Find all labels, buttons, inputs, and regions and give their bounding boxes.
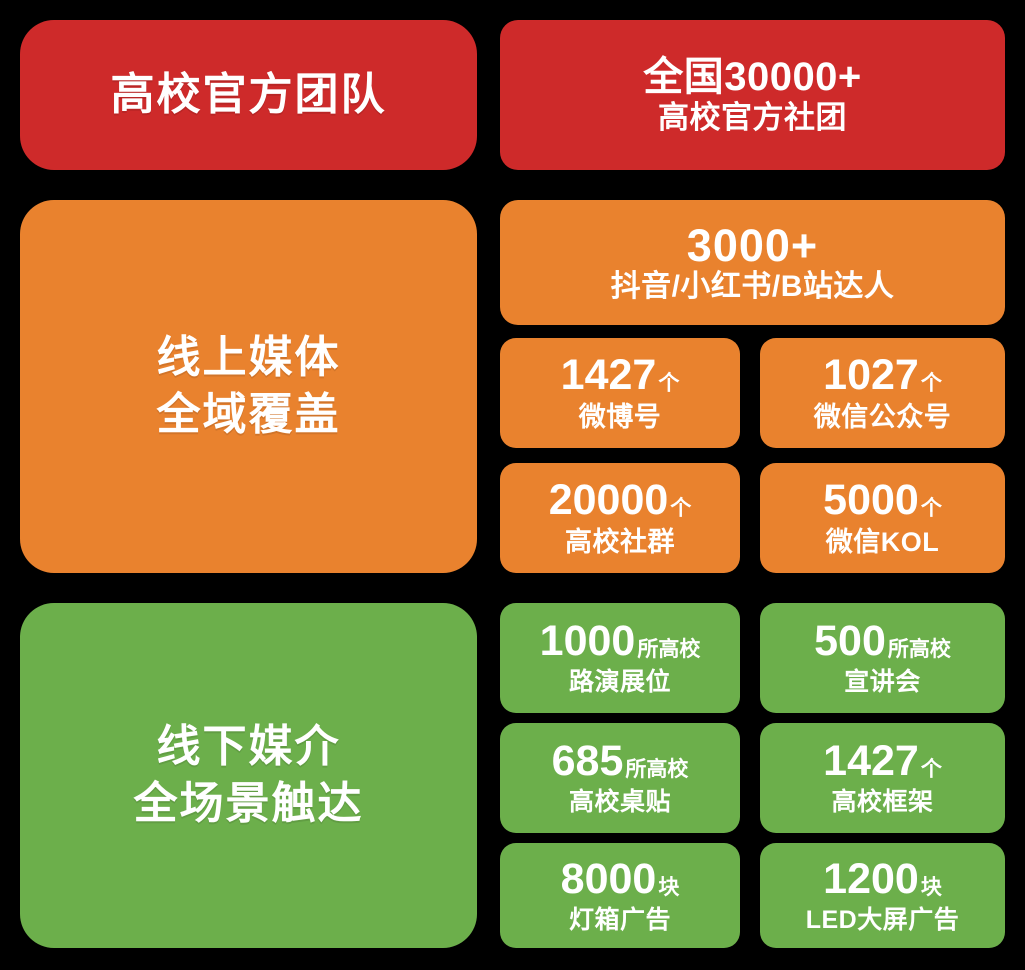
stat-label: 微信公众号 <box>813 402 952 433</box>
category-label-line2: 全场景触达 <box>133 778 364 828</box>
stat-number-row: 1027 个 <box>823 354 942 397</box>
stat-number-row: 685 所高校 <box>552 740 689 783</box>
stat-number-row: 1000 所高校 <box>540 620 701 663</box>
stat-number-row: 20000 个 <box>549 479 692 522</box>
category-label-line2: 全域覆盖 <box>156 389 341 439</box>
stat-label: 高校桌贴 <box>568 788 671 817</box>
stat-tile-campus-frames: 1427 个 高校框架 <box>760 723 1005 833</box>
stat-label: LED大屏广告 <box>805 905 960 934</box>
stat-number-row: 1200 块 <box>823 854 942 903</box>
stat-sublabel: 高校官方社团 <box>658 99 847 135</box>
stat-tile-wechat-official-accounts: 1027 个 微信公众号 <box>760 338 1005 448</box>
category-card-official-team: 高校官方团队 <box>20 20 477 170</box>
stat-label: 路演展位 <box>568 668 671 697</box>
category-label-line1: 线上媒体 <box>156 333 341 383</box>
category-label-line1: 线下媒介 <box>156 722 341 772</box>
stat-number: 20000 <box>548 476 669 525</box>
stat-unit: 所高校 <box>887 638 951 662</box>
stat-number: 685 <box>551 737 624 786</box>
stat-unit: 个 <box>670 497 692 521</box>
stat-card-official-clubs: 全国30000+ 高校官方社团 <box>500 20 1005 170</box>
stat-tile-info-sessions: 500 所高校 宣讲会 <box>760 603 1005 713</box>
stat-unit: 个 <box>920 497 942 521</box>
stat-number-row: 5000 个 <box>823 479 942 522</box>
stat-unit: 块 <box>920 875 942 899</box>
stat-tile-lightbox-ads: 8000 块 灯箱广告 <box>500 843 740 948</box>
stat-label: 高校社群 <box>565 527 675 558</box>
stat-headline: 3000+ <box>686 220 819 272</box>
stat-unit: 个 <box>658 372 680 396</box>
stat-number: 1427 <box>560 351 657 400</box>
stat-label: 微信KOL <box>825 527 940 558</box>
stat-number: 500 <box>814 617 886 666</box>
stat-unit: 个 <box>920 758 942 782</box>
stat-number: 5000 <box>823 476 919 525</box>
stat-tile-led-screen-ads: 1200 块 LED大屏广告 <box>760 843 1005 948</box>
stat-number: 8000 <box>560 854 657 903</box>
stat-number: 1027 <box>823 351 919 400</box>
stat-label: 宣讲会 <box>844 668 921 697</box>
stat-number-row: 500 所高校 <box>814 620 951 663</box>
category-label-line1: 高校官方团队 <box>110 69 387 119</box>
stat-label: 微博号 <box>578 402 662 433</box>
stat-number: 1200 <box>823 854 919 903</box>
stat-tile-wechat-kol: 5000 个 微信KOL <box>760 463 1005 573</box>
stat-number-row: 1427 个 <box>561 354 680 397</box>
category-card-offline-media: 线下媒介 全场景触达 <box>20 603 477 948</box>
stat-unit: 块 <box>658 875 680 899</box>
stat-unit: 所高校 <box>637 638 701 662</box>
stat-card-kol-influencers: 3000+ 抖音/小红书/B站达人 <box>500 200 1005 325</box>
stat-unit: 个 <box>920 372 942 396</box>
stat-number-row: 1427 个 <box>823 740 942 783</box>
stat-unit: 所高校 <box>625 758 689 782</box>
stat-number: 1000 <box>539 617 636 666</box>
stat-label: 高校框架 <box>831 788 934 817</box>
stat-tile-roadshow-booths: 1000 所高校 路演展位 <box>500 603 740 713</box>
category-card-online-media: 线上媒体 全域覆盖 <box>20 200 477 573</box>
stat-sublabel: 抖音/小红书/B站达人 <box>610 270 895 304</box>
stat-number-row: 8000 块 <box>560 854 680 903</box>
stat-label: 灯箱广告 <box>568 905 671 934</box>
stat-number: 1427 <box>823 737 919 786</box>
stat-tile-campus-groups: 20000 个 高校社群 <box>500 463 740 573</box>
stat-tile-weibo-accounts: 1427 个 微博号 <box>500 338 740 448</box>
stat-headline: 全国30000+ <box>643 54 862 99</box>
stat-tile-desk-stickers: 685 所高校 高校桌贴 <box>500 723 740 833</box>
